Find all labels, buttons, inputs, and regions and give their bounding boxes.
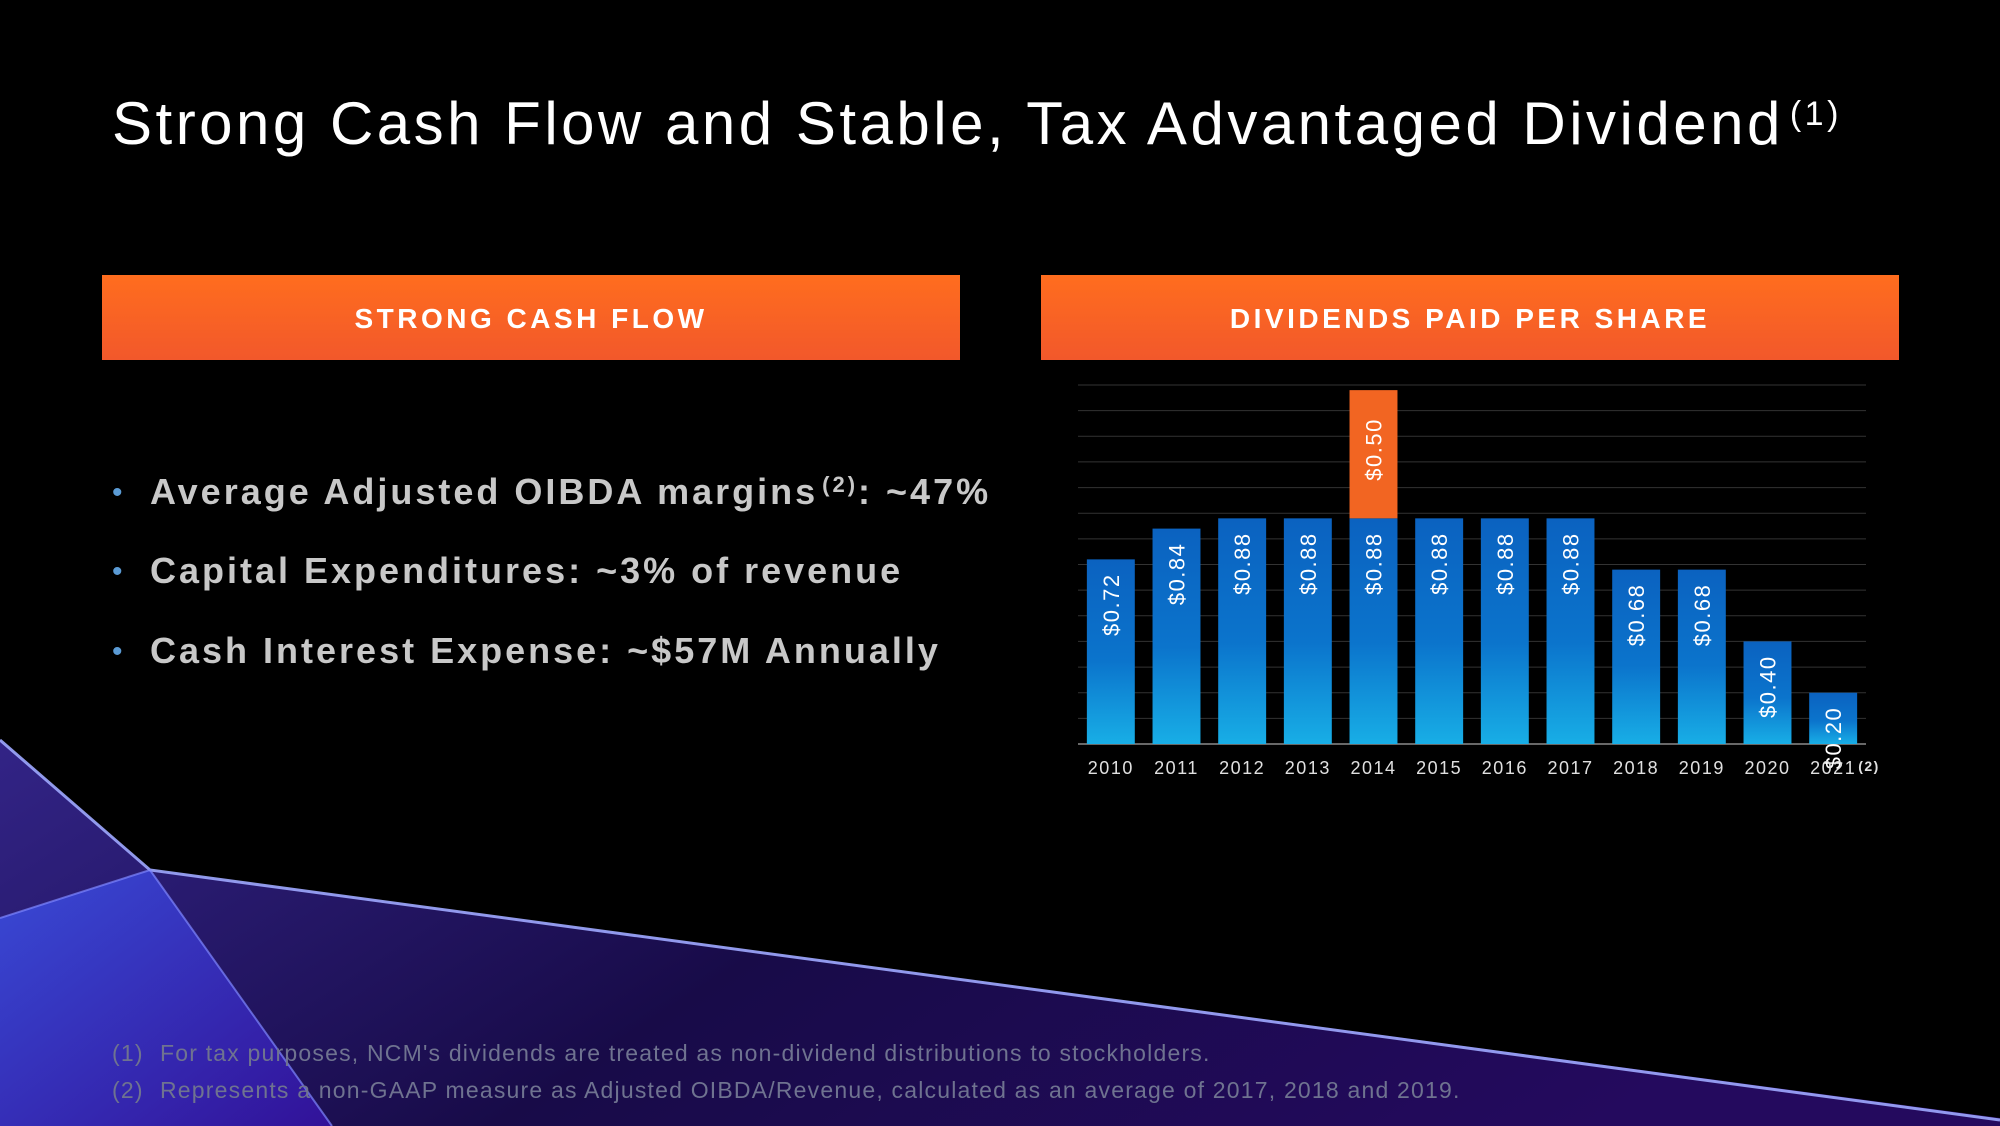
panel-heading: STRONG CASH FLOW — [354, 303, 707, 334]
x-tick-text: 2019 — [1679, 758, 1725, 778]
value-label: $0.88 — [1296, 532, 1321, 595]
bar — [1743, 641, 1792, 744]
x-tick-label: 2017 — [1547, 758, 1593, 778]
x-tick-text: 2015 — [1416, 758, 1462, 778]
x-tick-text: 2012 — [1219, 758, 1265, 778]
value-label: $0.68 — [1624, 584, 1649, 647]
bar — [1349, 390, 1398, 519]
bar — [1218, 518, 1267, 744]
footnotes: (1) For tax purposes, NCM's dividends are… — [112, 1040, 1461, 1103]
bullet: Average Adjusted OIBDA margins (2): ~47% — [150, 471, 991, 512]
footnote-marker: (1) — [112, 1040, 144, 1066]
value-label: $0.88 — [1362, 532, 1387, 595]
bullet-text: Capital Expenditures: ~3% of revenue — [150, 550, 903, 591]
value-label: $0.72 — [1099, 573, 1124, 636]
x-tick-label: 2016 — [1482, 758, 1528, 778]
bullet-text: Cash Interest Expense: ~$57M Annually — [150, 630, 941, 671]
x-tick-text: 2016 — [1482, 758, 1528, 778]
x-tick-label: 2020 — [1744, 758, 1790, 778]
value-label: $0.40 — [1756, 655, 1781, 718]
bullet-dot: • — [112, 555, 123, 588]
bullet-dot: • — [112, 476, 123, 509]
value-label: $0.88 — [1230, 532, 1255, 595]
value-label: $0.84 — [1165, 543, 1190, 606]
value-label: $0.88 — [1493, 532, 1518, 595]
bullet-rest: : ~47% — [858, 471, 991, 512]
bullet-list: • Average Adjusted OIBDA margins (2): ~47%… — [112, 471, 991, 671]
footnote-marker: (2) — [112, 1077, 144, 1103]
footnote-text: For tax purposes, NCM's dividends are tr… — [160, 1040, 1211, 1066]
x-tick-label: 2019 — [1679, 758, 1725, 778]
x-tick-label: 2014 — [1350, 758, 1396, 778]
bar — [1086, 559, 1135, 744]
value-label: $0.20 — [1821, 707, 1846, 770]
bar — [1415, 518, 1464, 744]
chart-title: DIVIDENDS PAID PER SHARE — [1230, 303, 1710, 334]
chart: $0.72 $0.84 $0.88 $0.88 $0.88 $0.88 $0.88 $0.88… — [1078, 384, 1880, 778]
x-tick-label: 2018 — [1613, 758, 1659, 778]
bar — [1546, 518, 1595, 744]
value-label: $0.88 — [1427, 532, 1452, 595]
x-tick-note: (2) — [1858, 758, 1880, 774]
bullet-text: Average Adjusted OIBDA margins — [150, 471, 818, 512]
bullet: Cash Interest Expense: ~$57M Annually — [150, 630, 941, 671]
decor-line — [0, 868, 333, 1126]
bullet: Capital Expenditures: ~3% of revenue — [150, 550, 903, 591]
bar — [1349, 518, 1398, 744]
x-tick-text: 2011 — [1154, 758, 1199, 778]
x-tick-text: 2014 — [1350, 758, 1396, 778]
value-label: $0.68 — [1690, 584, 1715, 647]
x-tick-label: 2015 — [1416, 758, 1462, 778]
x-tick-label: 2010 — [1088, 758, 1134, 778]
bar — [1612, 569, 1661, 744]
slide-title: Strong Cash Flow and Stable, Tax Advanta… — [112, 90, 1842, 157]
value-label: $0.88 — [1559, 532, 1584, 595]
decor-triangle — [0, 870, 332, 1126]
bar — [1283, 518, 1332, 744]
panel-header — [102, 275, 960, 360]
bar — [1809, 692, 1858, 744]
value-label: $0.50 — [1362, 418, 1387, 481]
x-tick-text: 2018 — [1613, 758, 1659, 778]
x-tick-label: 2021 (2) — [1810, 758, 1880, 778]
x-tick-label: 2012 — [1219, 758, 1265, 778]
decor-band — [0, 740, 2000, 1126]
x-tick-label: 2011 — [1154, 758, 1199, 778]
title-note: (1) — [1790, 95, 1842, 133]
bar — [1677, 569, 1726, 744]
x-tick-label: 2013 — [1285, 758, 1331, 778]
x-tick-text: 2013 — [1285, 758, 1331, 778]
bar — [1152, 528, 1201, 744]
x-tick-text: 2020 — [1744, 758, 1790, 778]
bar — [1480, 518, 1529, 744]
bullet-dot: • — [112, 635, 123, 668]
x-tick-text: 2017 — [1547, 758, 1593, 778]
panel-header — [1041, 275, 1899, 360]
title-text: Strong Cash Flow and Stable, Tax Advanta… — [112, 90, 1784, 157]
bullet-note: (2) — [822, 472, 858, 497]
x-tick-text: 2021 — [1810, 758, 1856, 778]
footnote-text: Represents a non-GAAP measure as Adjuste… — [160, 1077, 1461, 1103]
x-tick-text: 2010 — [1088, 758, 1134, 778]
